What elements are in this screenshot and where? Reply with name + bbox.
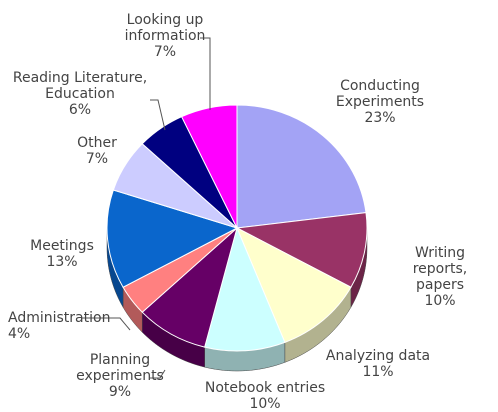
slice-label: Other 7% (77, 135, 117, 167)
slice-label: Writing reports, papers 10% (411, 245, 469, 309)
category-label: Conducting Experiments (335, 78, 425, 110)
slice-label: Analyzing data 11% (326, 348, 430, 380)
leader-line (82, 317, 131, 331)
value-label: 23% (364, 110, 396, 126)
category-label: Reading Literature, Education (12, 70, 148, 102)
value-label: 7% (153, 44, 177, 60)
leader-line (150, 369, 166, 379)
slice (106, 189, 239, 288)
value-label: 7% (85, 151, 109, 167)
slice-label: Administration 4% (8, 310, 110, 342)
value-label: 10% (249, 396, 281, 412)
slice (236, 226, 352, 344)
slice-label: Reading Literature, Education 6% (13, 70, 147, 118)
slice-label: Conducting Experiments 23% (336, 78, 424, 126)
category-label: Notebook entries (204, 380, 326, 396)
value-label: 6% (68, 102, 92, 118)
slice-label: Notebook entries 10% (205, 380, 325, 412)
slice (180, 104, 238, 229)
leaders (82, 37, 211, 379)
value-label: 10% (424, 293, 456, 309)
leader-line (200, 37, 211, 110)
value-label: 9% (108, 384, 132, 400)
slice (236, 104, 367, 229)
category-label: Looking up information (124, 12, 206, 44)
leader-line (150, 99, 166, 131)
slice-label: Meetings 13% (30, 238, 94, 270)
category-label: Meetings (30, 238, 94, 254)
value-label: 11% (362, 364, 394, 380)
slice (235, 212, 368, 288)
category-label: Administration (8, 310, 111, 326)
category-label: Planning experiments (76, 352, 164, 384)
value-label: 4% (8, 326, 31, 342)
pie (106, 104, 368, 372)
slice (204, 226, 286, 352)
slice-label: Planning experiments 9% (76, 352, 164, 400)
value-label: 13% (46, 254, 78, 270)
category-label: Analyzing data (325, 348, 431, 364)
category-label: Other (77, 135, 117, 151)
slice-label: Looking up information 7% (125, 12, 206, 60)
category-label: Writing reports, papers (412, 245, 468, 293)
